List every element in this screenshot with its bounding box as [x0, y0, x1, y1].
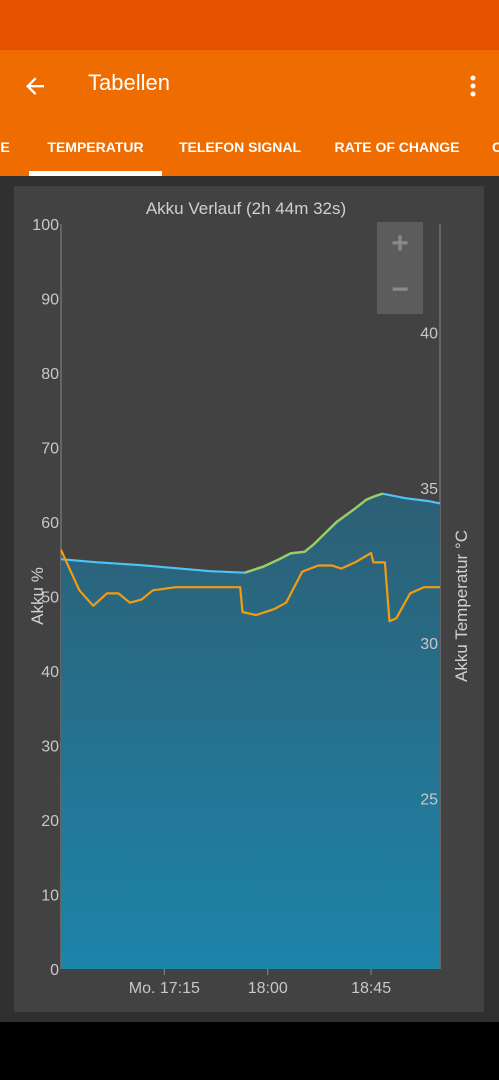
y-left-tick-label: 40	[41, 664, 59, 681]
y-left-tick-label: 10	[41, 888, 59, 905]
y-right-tick-label: 40	[420, 326, 438, 343]
y-left-tick-label: 90	[41, 292, 59, 309]
y-left-tick-label: 80	[41, 366, 59, 383]
tab-telefon-signal[interactable]: TELEFON SIGNAL	[178, 139, 302, 155]
tab-previous[interactable]: E	[0, 139, 10, 155]
temperature-line	[59, 549, 440, 623]
page-title: Tabellen	[88, 70, 170, 95]
tab-indicator	[29, 171, 162, 176]
y-right-tick-label: 25	[420, 791, 438, 808]
more-vert-icon[interactable]	[458, 68, 488, 104]
tab-next[interactable]: C	[491, 139, 499, 155]
y-left-tick-label: 30	[41, 739, 59, 756]
y-left-tick-label: 100	[32, 217, 59, 234]
zoom-in-button[interactable]: +	[377, 222, 423, 268]
x-tick-label: Mo. 17:15	[129, 980, 200, 997]
content-area: 100 90 80 70 60 50 40 30 20 10 0 40 35 30 25 Mo. 17:1…	[0, 176, 499, 1022]
chart-card: 100 90 80 70 60 50 40 30 20 10 0 40 35 30 25 Mo. 17:1…	[14, 186, 484, 1012]
zoom-out-button[interactable]: −	[377, 268, 423, 314]
tab-temperatur[interactable]: TEMPERATUR	[47, 139, 144, 155]
y-right-tick-label: 30	[420, 636, 438, 653]
y-axis-left-label: Akku %	[28, 567, 47, 625]
y-left-tick-label: 60	[41, 515, 59, 532]
y-right-tick-label: 35	[420, 481, 438, 498]
chart-title: Akku Verlauf (2h 44m 32s)	[146, 199, 346, 218]
x-tick-label: 18:45	[351, 980, 391, 997]
y-left-tick-label: 20	[41, 813, 59, 830]
charging-line	[335, 492, 383, 523]
tab-rate-of-change[interactable]: RATE OF CHANGE	[334, 139, 460, 155]
battery-area-fill	[61, 493, 440, 969]
x-tick-label: 18:00	[248, 980, 288, 997]
y-left-tick-label: 70	[41, 441, 59, 458]
charging-line	[244, 521, 338, 574]
y-left-tick-label: 50	[41, 590, 59, 607]
app-bar: Tabellen E TEMPERATUR TELEFON SIGNAL RAT…	[0, 50, 499, 176]
navigation-bar	[0, 1022, 499, 1080]
y-left-tick-label: 0	[50, 962, 59, 979]
y-axis-right-label: Akku Temperatur °C	[452, 530, 471, 682]
status-bar	[0, 0, 499, 50]
arrow-left-icon[interactable]	[18, 68, 54, 104]
tab-bar: E TEMPERATUR TELEFON SIGNAL RATE OF CHAN…	[0, 126, 499, 176]
